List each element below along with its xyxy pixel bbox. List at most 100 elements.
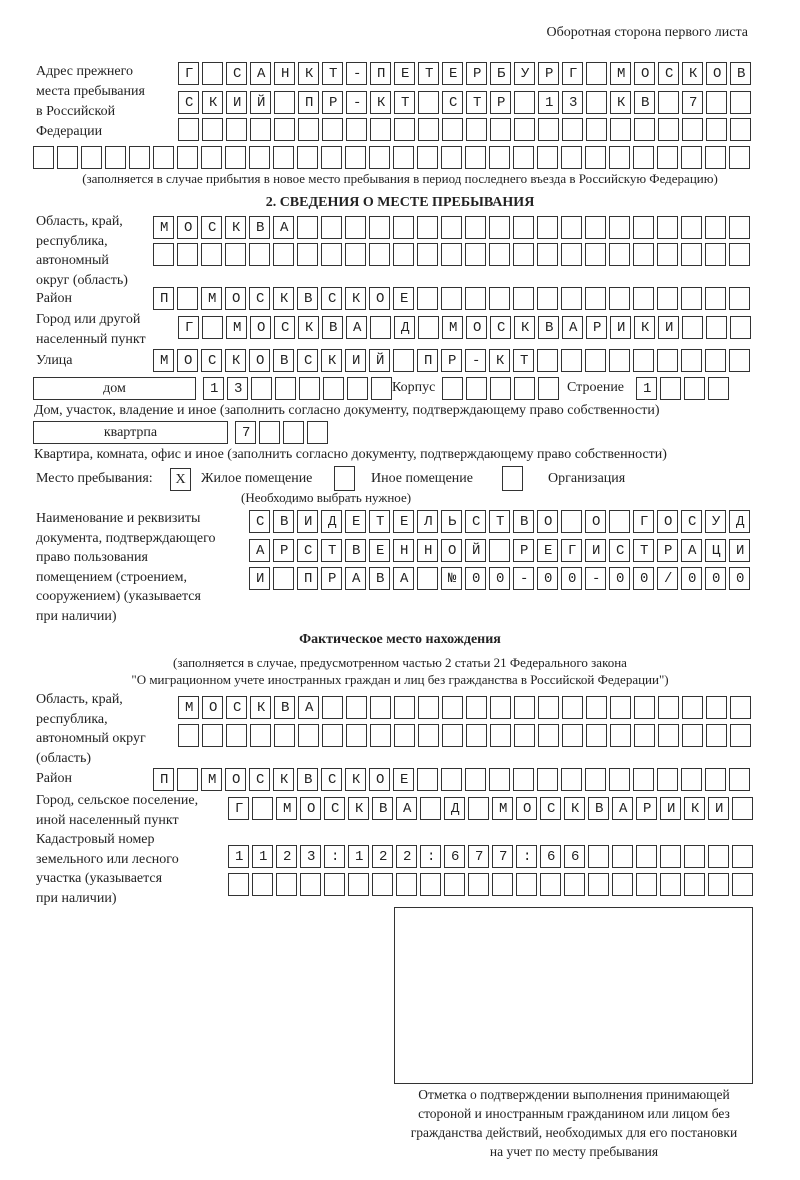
char-cell[interactable]: [225, 146, 246, 169]
house-type-field[interactable]: дом: [33, 377, 196, 400]
char-cell[interactable]: [708, 377, 729, 400]
char-cell[interactable]: [729, 510, 750, 533]
char-cell[interactable]: [345, 287, 366, 310]
char-cell[interactable]: [252, 845, 273, 868]
char-cell[interactable]: [612, 845, 633, 868]
char-cell[interactable]: [489, 768, 510, 791]
char-cell[interactable]: [153, 243, 174, 266]
char-cell[interactable]: [729, 216, 750, 239]
char-cell[interactable]: [297, 510, 318, 533]
char-cell[interactable]: [537, 287, 558, 310]
char-cell[interactable]: [441, 243, 462, 266]
char-cell[interactable]: [564, 845, 585, 868]
char-cell[interactable]: [636, 797, 657, 820]
char-cell[interactable]: [538, 118, 559, 141]
char-cell[interactable]: [418, 696, 439, 719]
char-cell[interactable]: [465, 539, 486, 562]
char-cell[interactable]: [490, 91, 511, 114]
char-cell[interactable]: [274, 316, 295, 339]
char-cell[interactable]: [273, 146, 294, 169]
char-cell[interactable]: [681, 243, 702, 266]
char-cell[interactable]: [657, 287, 678, 310]
char-cell[interactable]: [681, 349, 702, 372]
char-cell[interactable]: [369, 768, 390, 791]
char-cell[interactable]: [658, 696, 679, 719]
char-cell[interactable]: [706, 62, 727, 85]
char-cell[interactable]: [537, 243, 558, 266]
char-cell[interactable]: [657, 146, 678, 169]
char-cell[interactable]: [516, 845, 537, 868]
char-cell[interactable]: [490, 696, 511, 719]
char-cell[interactable]: [561, 287, 582, 310]
char-cell[interactable]: [442, 724, 463, 747]
char-cell[interactable]: [540, 873, 561, 896]
char-cell[interactable]: [490, 62, 511, 85]
char-cell[interactable]: [729, 539, 750, 562]
char-cell[interactable]: [585, 539, 606, 562]
char-cell[interactable]: [249, 243, 270, 266]
char-cell[interactable]: [465, 287, 486, 310]
place-option-checkbox-organization[interactable]: [502, 466, 523, 491]
char-cell[interactable]: [588, 845, 609, 868]
char-cell[interactable]: [729, 768, 750, 791]
char-cell[interactable]: [612, 873, 633, 896]
char-cell[interactable]: [369, 287, 390, 310]
char-cell[interactable]: [322, 62, 343, 85]
char-cell[interactable]: [681, 287, 702, 310]
char-cell[interactable]: [657, 349, 678, 372]
char-cell[interactable]: [441, 287, 462, 310]
char-cell[interactable]: [274, 696, 295, 719]
char-cell[interactable]: [441, 349, 462, 372]
char-cell[interactable]: [657, 510, 678, 533]
char-cell[interactable]: [420, 873, 441, 896]
char-cell[interactable]: [297, 349, 318, 372]
char-cell[interactable]: [57, 146, 78, 169]
char-cell[interactable]: [178, 316, 199, 339]
char-cell[interactable]: [441, 146, 462, 169]
char-cell[interactable]: [513, 287, 534, 310]
char-cell[interactable]: [585, 768, 606, 791]
char-cell[interactable]: [609, 768, 630, 791]
char-cell[interactable]: [708, 797, 729, 820]
char-cell[interactable]: [465, 243, 486, 266]
char-cell[interactable]: [250, 118, 271, 141]
char-cell[interactable]: [514, 696, 535, 719]
char-cell[interactable]: [489, 510, 510, 533]
char-cell[interactable]: [345, 349, 366, 372]
char-cell[interactable]: [489, 287, 510, 310]
char-cell[interactable]: [417, 768, 438, 791]
char-cell[interactable]: [251, 377, 272, 400]
char-cell[interactable]: [226, 62, 247, 85]
char-cell[interactable]: [273, 510, 294, 533]
char-cell[interactable]: [346, 91, 367, 114]
char-cell[interactable]: [394, 91, 415, 114]
char-cell[interactable]: [444, 873, 465, 896]
char-cell[interactable]: [346, 316, 367, 339]
char-cell[interactable]: [634, 316, 655, 339]
char-cell[interactable]: [586, 724, 607, 747]
char-cell[interactable]: [682, 118, 703, 141]
char-cell[interactable]: [657, 216, 678, 239]
char-cell[interactable]: [492, 873, 513, 896]
char-cell[interactable]: [465, 349, 486, 372]
char-cell[interactable]: [33, 146, 54, 169]
char-cell[interactable]: [562, 62, 583, 85]
char-cell[interactable]: [297, 287, 318, 310]
char-cell[interactable]: [346, 696, 367, 719]
char-cell[interactable]: [250, 91, 271, 114]
char-cell[interactable]: [370, 724, 391, 747]
char-cell[interactable]: [633, 539, 654, 562]
char-cell[interactable]: [371, 377, 392, 400]
char-cell[interactable]: [514, 377, 535, 400]
char-cell[interactable]: [492, 797, 513, 820]
char-cell[interactable]: [660, 797, 681, 820]
char-cell[interactable]: [705, 243, 726, 266]
char-cell[interactable]: [273, 539, 294, 562]
char-cell[interactable]: [370, 316, 391, 339]
char-cell[interactable]: [322, 91, 343, 114]
char-cell[interactable]: [274, 724, 295, 747]
char-cell[interactable]: [249, 510, 270, 533]
char-cell[interactable]: [636, 873, 657, 896]
char-cell[interactable]: [249, 146, 270, 169]
char-cell[interactable]: [298, 316, 319, 339]
